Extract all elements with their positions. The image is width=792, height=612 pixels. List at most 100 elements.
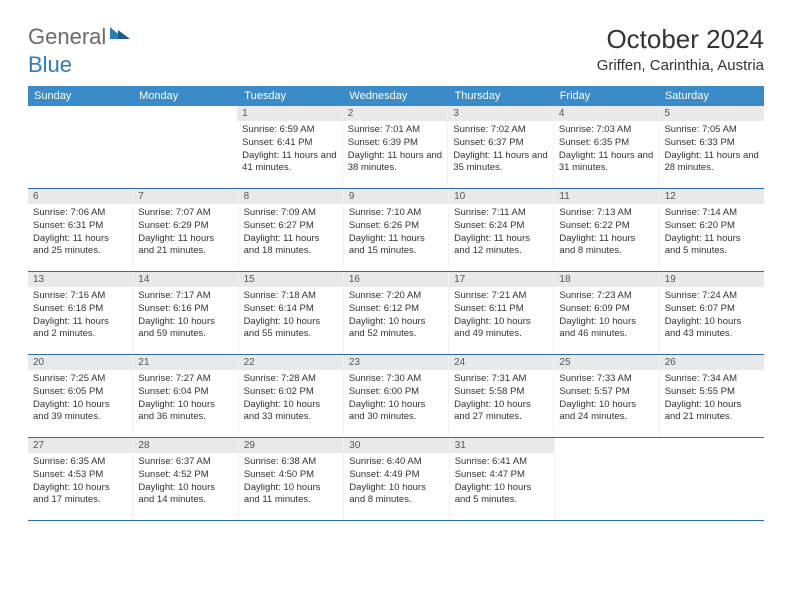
calendar-page: General October 2024 Griffen, Carinthia,…: [0, 0, 792, 545]
day-cell: 18Sunrise: 7:23 AMSunset: 6:09 PMDayligh…: [554, 272, 659, 354]
day-number: 17: [449, 272, 553, 287]
day-body: Sunrise: 7:34 AMSunset: 5:55 PMDaylight:…: [660, 370, 764, 429]
day-number: 4: [554, 106, 659, 121]
day-body: Sunrise: 7:20 AMSunset: 6:12 PMDaylight:…: [344, 287, 448, 346]
empty-day-cell: [28, 106, 133, 188]
day-cell: 4Sunrise: 7:03 AMSunset: 6:35 PMDaylight…: [554, 106, 660, 188]
day-cell: 25Sunrise: 7:33 AMSunset: 5:57 PMDayligh…: [554, 355, 659, 437]
day-number: 13: [28, 272, 132, 287]
day-body: Sunrise: 6:59 AMSunset: 6:41 PMDaylight:…: [237, 121, 342, 180]
day-number: 14: [133, 272, 237, 287]
day-cell: 10Sunrise: 7:11 AMSunset: 6:24 PMDayligh…: [449, 189, 554, 271]
day-cell: 2Sunrise: 7:01 AMSunset: 6:39 PMDaylight…: [343, 106, 449, 188]
day-body: Sunrise: 7:28 AMSunset: 6:02 PMDaylight:…: [239, 370, 343, 429]
logo-text-blue: Blue: [28, 52, 72, 77]
day-body: Sunrise: 7:03 AMSunset: 6:35 PMDaylight:…: [554, 121, 659, 180]
day-body: Sunrise: 6:38 AMSunset: 4:50 PMDaylight:…: [239, 453, 343, 512]
dow-cell: Sunday: [28, 86, 133, 106]
location: Griffen, Carinthia, Austria: [597, 57, 764, 74]
day-cell: 1Sunrise: 6:59 AMSunset: 6:41 PMDaylight…: [237, 106, 343, 188]
day-cell: 13Sunrise: 7:16 AMSunset: 6:18 PMDayligh…: [28, 272, 133, 354]
day-number: 31: [450, 438, 554, 453]
day-body: Sunrise: 6:41 AMSunset: 4:47 PMDaylight:…: [450, 453, 554, 512]
day-cell: 28Sunrise: 6:37 AMSunset: 4:52 PMDayligh…: [133, 438, 238, 520]
day-cell: 12Sunrise: 7:14 AMSunset: 6:20 PMDayligh…: [660, 189, 764, 271]
day-cell: 8Sunrise: 7:09 AMSunset: 6:27 PMDaylight…: [239, 189, 344, 271]
day-number: 20: [28, 355, 132, 370]
day-cell: 3Sunrise: 7:02 AMSunset: 6:37 PMDaylight…: [448, 106, 554, 188]
day-number: 15: [239, 272, 343, 287]
triangle-icon: [110, 25, 132, 46]
weeks-container: 1Sunrise: 6:59 AMSunset: 6:41 PMDaylight…: [28, 106, 764, 521]
day-body: Sunrise: 7:31 AMSunset: 5:58 PMDaylight:…: [449, 370, 553, 429]
day-number: 21: [133, 355, 237, 370]
day-cell: 5Sunrise: 7:05 AMSunset: 6:33 PMDaylight…: [659, 106, 764, 188]
empty-day-cell: [133, 106, 238, 188]
week-row: 13Sunrise: 7:16 AMSunset: 6:18 PMDayligh…: [28, 272, 764, 355]
day-number: 22: [239, 355, 343, 370]
day-cell: 24Sunrise: 7:31 AMSunset: 5:58 PMDayligh…: [449, 355, 554, 437]
day-cell: 27Sunrise: 6:35 AMSunset: 4:53 PMDayligh…: [28, 438, 133, 520]
day-body: Sunrise: 7:11 AMSunset: 6:24 PMDaylight:…: [449, 204, 553, 263]
dow-cell: Monday: [133, 86, 238, 106]
week-row: 1Sunrise: 6:59 AMSunset: 6:41 PMDaylight…: [28, 106, 764, 189]
day-number: 24: [449, 355, 553, 370]
day-cell: 26Sunrise: 7:34 AMSunset: 5:55 PMDayligh…: [660, 355, 764, 437]
day-body: Sunrise: 7:06 AMSunset: 6:31 PMDaylight:…: [28, 204, 132, 263]
day-cell: 7Sunrise: 7:07 AMSunset: 6:29 PMDaylight…: [133, 189, 238, 271]
day-number: 9: [344, 189, 448, 204]
day-number: 18: [554, 272, 658, 287]
dow-cell: Tuesday: [238, 86, 343, 106]
day-cell: 19Sunrise: 7:24 AMSunset: 6:07 PMDayligh…: [660, 272, 764, 354]
day-body: Sunrise: 7:17 AMSunset: 6:16 PMDaylight:…: [133, 287, 237, 346]
day-number: 8: [239, 189, 343, 204]
dow-cell: Thursday: [449, 86, 554, 106]
day-number: 27: [28, 438, 132, 453]
day-body: Sunrise: 7:07 AMSunset: 6:29 PMDaylight:…: [133, 204, 237, 263]
day-number: 7: [133, 189, 237, 204]
day-number: 12: [660, 189, 764, 204]
day-cell: 21Sunrise: 7:27 AMSunset: 6:04 PMDayligh…: [133, 355, 238, 437]
day-number: 5: [659, 106, 764, 121]
day-body: Sunrise: 7:33 AMSunset: 5:57 PMDaylight:…: [554, 370, 658, 429]
dow-cell: Wednesday: [343, 86, 448, 106]
day-body: Sunrise: 6:35 AMSunset: 4:53 PMDaylight:…: [28, 453, 132, 512]
day-cell: 16Sunrise: 7:20 AMSunset: 6:12 PMDayligh…: [344, 272, 449, 354]
empty-day-cell: [555, 438, 659, 520]
day-cell: 20Sunrise: 7:25 AMSunset: 6:05 PMDayligh…: [28, 355, 133, 437]
day-number: 6: [28, 189, 132, 204]
day-number: 10: [449, 189, 553, 204]
dow-cell: Friday: [554, 86, 659, 106]
week-row: 20Sunrise: 7:25 AMSunset: 6:05 PMDayligh…: [28, 355, 764, 438]
day-cell: 23Sunrise: 7:30 AMSunset: 6:00 PMDayligh…: [344, 355, 449, 437]
day-body: Sunrise: 7:16 AMSunset: 6:18 PMDaylight:…: [28, 287, 132, 346]
day-cell: 6Sunrise: 7:06 AMSunset: 6:31 PMDaylight…: [28, 189, 133, 271]
day-number: 25: [554, 355, 658, 370]
week-row: 27Sunrise: 6:35 AMSunset: 4:53 PMDayligh…: [28, 438, 764, 521]
day-body: Sunrise: 7:23 AMSunset: 6:09 PMDaylight:…: [554, 287, 658, 346]
day-body: Sunrise: 6:37 AMSunset: 4:52 PMDaylight:…: [133, 453, 237, 512]
day-number: 3: [448, 106, 553, 121]
day-body: Sunrise: 7:30 AMSunset: 6:00 PMDaylight:…: [344, 370, 448, 429]
day-number: 11: [554, 189, 658, 204]
logo: General: [28, 24, 134, 50]
day-cell: 31Sunrise: 6:41 AMSunset: 4:47 PMDayligh…: [450, 438, 555, 520]
day-body: Sunrise: 6:40 AMSunset: 4:49 PMDaylight:…: [344, 453, 448, 512]
day-body: Sunrise: 7:21 AMSunset: 6:11 PMDaylight:…: [449, 287, 553, 346]
day-cell: 17Sunrise: 7:21 AMSunset: 6:11 PMDayligh…: [449, 272, 554, 354]
day-body: Sunrise: 7:10 AMSunset: 6:26 PMDaylight:…: [344, 204, 448, 263]
week-row: 6Sunrise: 7:06 AMSunset: 6:31 PMDaylight…: [28, 189, 764, 272]
day-body: Sunrise: 7:02 AMSunset: 6:37 PMDaylight:…: [448, 121, 553, 180]
month-title: October 2024: [597, 24, 764, 55]
day-number: 2: [343, 106, 448, 121]
day-cell: 11Sunrise: 7:13 AMSunset: 6:22 PMDayligh…: [554, 189, 659, 271]
day-number: 23: [344, 355, 448, 370]
day-cell: 14Sunrise: 7:17 AMSunset: 6:16 PMDayligh…: [133, 272, 238, 354]
day-number: 28: [133, 438, 237, 453]
day-body: Sunrise: 7:18 AMSunset: 6:14 PMDaylight:…: [239, 287, 343, 346]
day-body: Sunrise: 7:05 AMSunset: 6:33 PMDaylight:…: [659, 121, 764, 180]
day-body: Sunrise: 7:01 AMSunset: 6:39 PMDaylight:…: [343, 121, 448, 180]
day-number: 19: [660, 272, 764, 287]
day-number: 1: [237, 106, 342, 121]
day-body: Sunrise: 7:27 AMSunset: 6:04 PMDaylight:…: [133, 370, 237, 429]
